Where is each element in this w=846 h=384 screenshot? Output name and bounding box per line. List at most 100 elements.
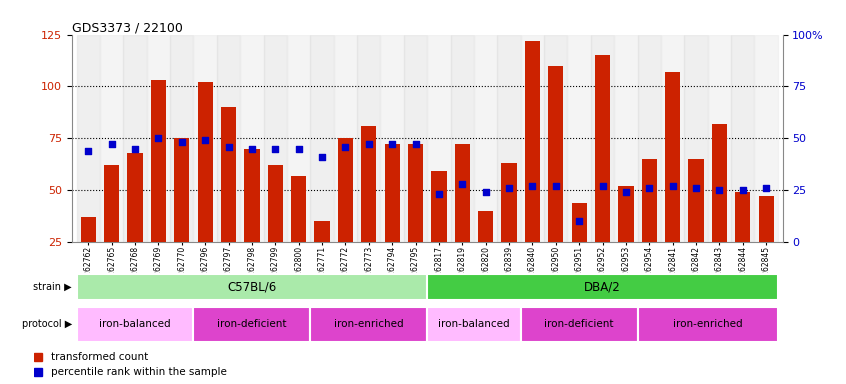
Point	[362, 141, 376, 147]
Point	[712, 187, 726, 193]
Bar	[591, 35, 614, 242]
Bar	[361, 126, 376, 242]
Bar	[128, 153, 143, 242]
Bar	[404, 35, 427, 242]
Point	[151, 135, 165, 141]
Bar	[614, 35, 638, 242]
Point	[245, 146, 259, 152]
Point	[455, 181, 469, 187]
Text: iron-enriched: iron-enriched	[334, 319, 404, 329]
Bar	[521, 35, 544, 242]
Bar	[291, 175, 306, 242]
Bar	[595, 55, 610, 242]
Bar	[221, 107, 236, 242]
Bar	[568, 35, 591, 242]
Text: iron-enriched: iron-enriched	[673, 319, 743, 329]
Point	[619, 189, 633, 195]
Point	[222, 144, 235, 150]
Text: iron-deficient: iron-deficient	[217, 319, 287, 329]
Bar	[755, 35, 777, 242]
Bar	[478, 211, 493, 242]
Bar	[711, 124, 727, 242]
Point	[432, 191, 446, 197]
Bar	[194, 307, 310, 342]
Point	[81, 147, 95, 154]
Point	[503, 185, 516, 191]
Bar	[618, 186, 634, 242]
Point	[736, 187, 750, 193]
Point	[338, 144, 352, 150]
Text: DBA/2: DBA/2	[585, 281, 621, 293]
Bar	[454, 144, 470, 242]
Bar	[661, 35, 684, 242]
Point	[198, 137, 212, 143]
Bar	[708, 35, 731, 242]
Bar	[287, 35, 310, 242]
Point	[105, 141, 118, 147]
Bar	[502, 163, 517, 242]
Point	[689, 185, 703, 191]
Bar	[759, 196, 774, 242]
Bar	[80, 217, 96, 242]
Bar	[264, 35, 287, 242]
Point	[292, 146, 305, 152]
Text: percentile rank within the sample: percentile rank within the sample	[51, 367, 227, 377]
Text: GDS3373 / 22100: GDS3373 / 22100	[72, 21, 183, 34]
Bar	[427, 274, 777, 300]
Bar	[665, 72, 680, 242]
Point	[268, 146, 282, 152]
Point	[479, 189, 492, 195]
Bar	[385, 144, 400, 242]
Bar	[315, 221, 330, 242]
Bar	[146, 35, 170, 242]
Bar	[521, 307, 638, 342]
Bar	[451, 35, 474, 242]
Bar	[427, 35, 451, 242]
Bar	[684, 35, 708, 242]
Bar	[174, 138, 190, 242]
Point	[386, 141, 399, 147]
Bar	[194, 35, 217, 242]
Bar	[548, 66, 563, 242]
Bar	[170, 35, 194, 242]
Text: transformed count: transformed count	[51, 352, 148, 362]
Point	[549, 183, 563, 189]
Bar	[151, 80, 166, 242]
Text: strain ▶: strain ▶	[33, 282, 72, 292]
Bar	[544, 35, 568, 242]
Bar	[77, 307, 194, 342]
Point	[596, 183, 609, 189]
Text: iron-balanced: iron-balanced	[438, 319, 510, 329]
Bar	[198, 82, 212, 242]
Bar	[474, 35, 497, 242]
Bar	[104, 165, 119, 242]
Bar	[525, 41, 540, 242]
Bar	[240, 35, 264, 242]
Bar	[357, 35, 381, 242]
Bar	[427, 307, 521, 342]
Point	[760, 185, 773, 191]
Bar	[244, 149, 260, 242]
Text: protocol ▶: protocol ▶	[22, 319, 72, 329]
Bar	[310, 35, 333, 242]
Bar	[408, 144, 423, 242]
Bar	[731, 35, 755, 242]
Bar	[77, 274, 427, 300]
Point	[175, 139, 189, 146]
Bar	[735, 192, 750, 242]
Point	[316, 154, 329, 160]
Bar	[217, 35, 240, 242]
Bar	[338, 138, 353, 242]
Bar	[572, 202, 587, 242]
Point	[525, 183, 539, 189]
Bar	[267, 165, 283, 242]
Bar	[431, 171, 447, 242]
Point	[643, 185, 656, 191]
Bar	[310, 307, 427, 342]
Bar	[124, 35, 146, 242]
Bar	[642, 159, 656, 242]
Bar	[497, 35, 521, 242]
Bar	[100, 35, 124, 242]
Bar	[689, 159, 704, 242]
Text: C57BL/6: C57BL/6	[228, 281, 277, 293]
